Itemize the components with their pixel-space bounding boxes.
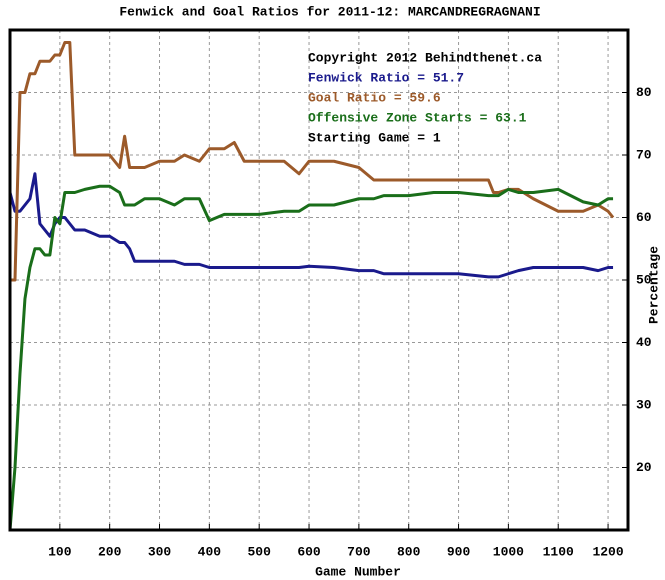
- series-line: [8, 172, 614, 279]
- y-tick-label: 60: [636, 210, 652, 225]
- x-tick-label: 600: [297, 544, 321, 559]
- series-line: [8, 184, 614, 531]
- x-tick-label: 1200: [592, 544, 623, 559]
- y-tick-label: 70: [636, 147, 652, 162]
- x-tick-label: 300: [148, 544, 172, 559]
- x-tick-label: 200: [98, 544, 122, 559]
- x-tick-label: 100: [48, 544, 72, 559]
- x-tick-label: 900: [447, 544, 471, 559]
- plot-frame: [8, 28, 630, 532]
- y-tick-label: 50: [636, 272, 652, 287]
- x-tick-label: 1100: [543, 544, 574, 559]
- y-tick-label: 80: [636, 85, 652, 100]
- annotation: Goal Ratio = 59.6: [308, 90, 441, 105]
- chart-title: Fenwick and Goal Ratios for 2011-12: MAR…: [119, 4, 540, 19]
- y-tick-label: 30: [636, 397, 652, 412]
- annotation: Copyright 2012 Behindthenet.ca: [308, 50, 542, 65]
- annotation: Fenwick Ratio = 51.7: [308, 70, 464, 85]
- y-axis-label: Percentage: [646, 246, 661, 324]
- annotation: Starting Game = 1: [308, 130, 441, 145]
- annotation: Offensive Zone Starts = 63.1: [308, 110, 527, 125]
- series-line: [10, 41, 615, 282]
- x-tick-label: 700: [347, 544, 371, 559]
- x-tick-label: 800: [397, 544, 421, 559]
- x-tick-label: 500: [247, 544, 271, 559]
- y-tick-label: 40: [636, 335, 652, 350]
- x-tick-label: 400: [198, 544, 222, 559]
- x-tick-label: 1000: [493, 544, 524, 559]
- x-axis-label: Game Number: [315, 564, 401, 579]
- y-tick-label: 20: [636, 460, 652, 475]
